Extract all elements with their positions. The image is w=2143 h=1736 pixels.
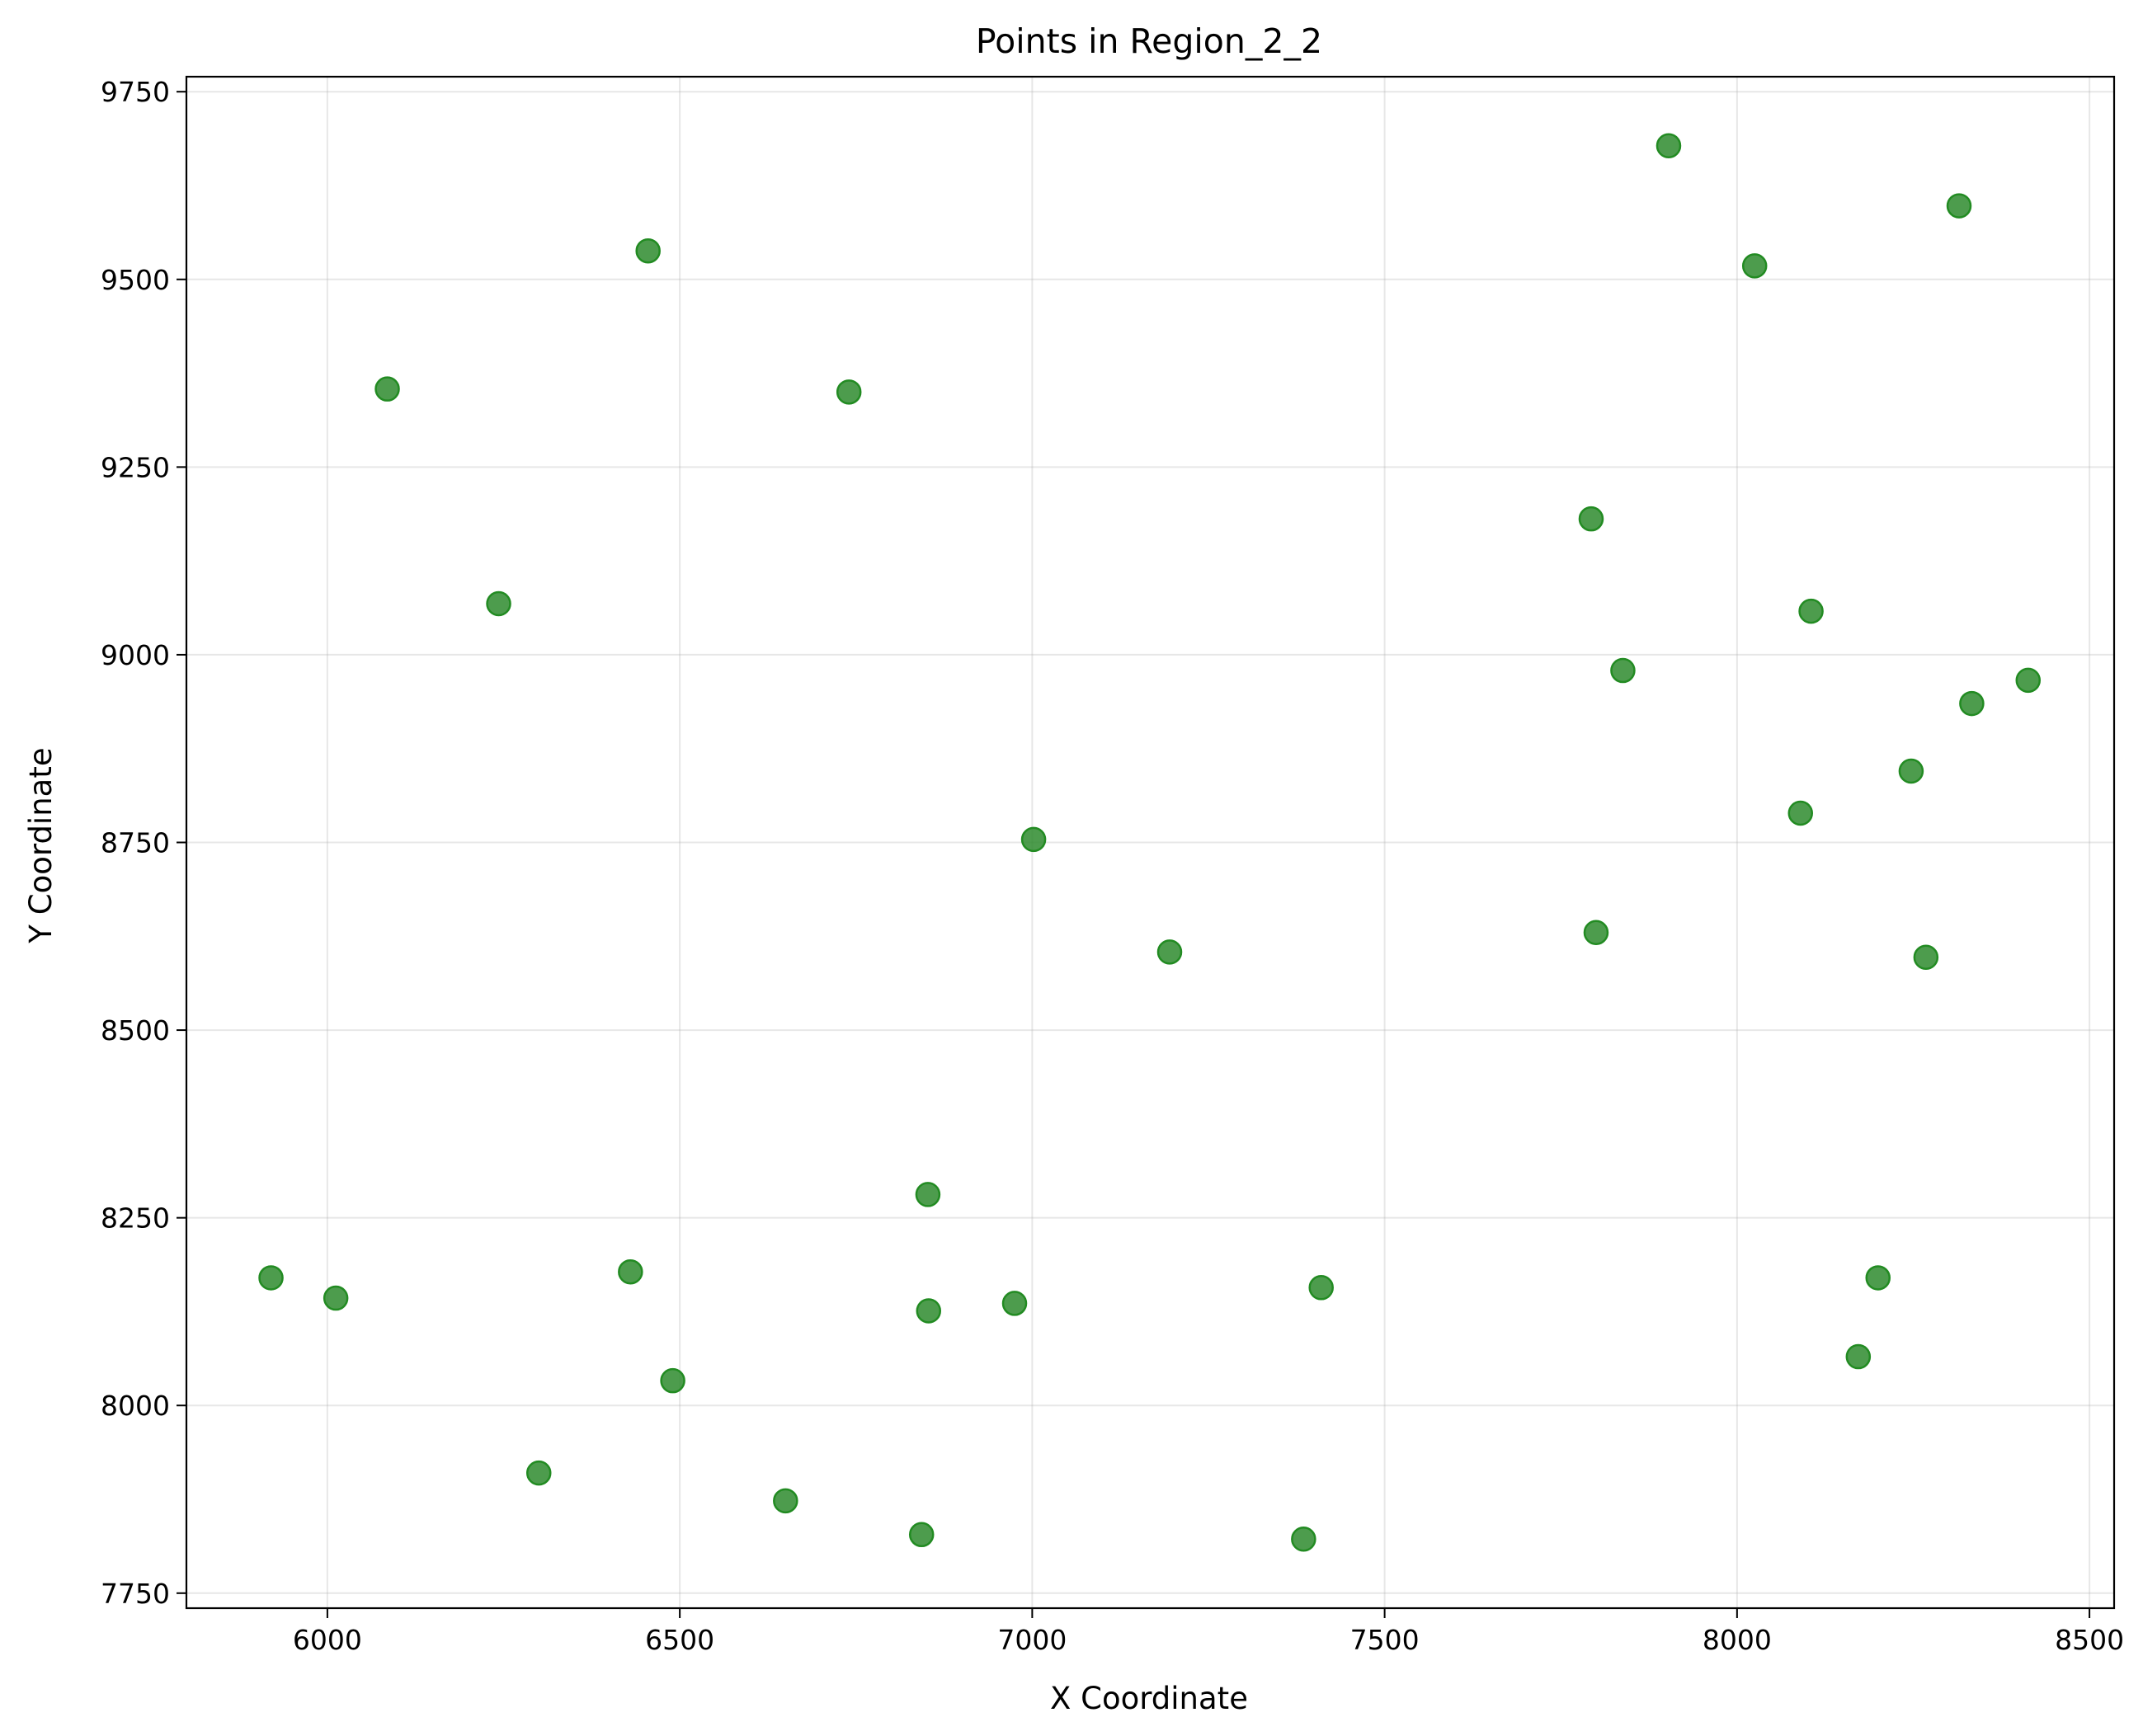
- scatter-point: [1020, 826, 1047, 853]
- scatter-point: [635, 238, 661, 264]
- x-tick-label: 8000: [1703, 1624, 1772, 1656]
- x-tick-label: 6000: [293, 1624, 362, 1656]
- scatter-point: [908, 1522, 935, 1548]
- grid-lines: [186, 77, 2114, 1608]
- scatter-point: [1845, 1343, 1872, 1370]
- scatter-point: [1308, 1275, 1334, 1301]
- y-tick-label: 8500: [101, 1014, 170, 1047]
- data-points: [258, 133, 2042, 1552]
- scatter-point: [374, 376, 400, 402]
- scatter-point: [525, 1460, 552, 1486]
- scatter-point: [1291, 1527, 1316, 1552]
- x-tick-label: 7000: [997, 1624, 1067, 1656]
- scatter-point: [773, 1488, 798, 1514]
- scatter-point: [1156, 939, 1183, 965]
- scatter-point: [258, 1265, 284, 1291]
- y-tick-label: 9000: [101, 639, 170, 671]
- scatter-point: [1898, 758, 1924, 784]
- scatter-point: [1583, 920, 1609, 945]
- x-axis-ticks: 6000 6500 7000 7500 8000 8500: [293, 1608, 2124, 1656]
- scatter-point: [2015, 667, 2042, 694]
- scatter-point: [1578, 506, 1604, 532]
- scatter-point: [1913, 944, 1939, 971]
- x-tick-label: 8500: [2055, 1624, 2124, 1656]
- y-axis-label: Y Coordinate: [23, 747, 59, 943]
- x-tick-label: 6500: [645, 1624, 714, 1656]
- scatter-point: [1610, 657, 1636, 684]
- scatter-point: [323, 1285, 349, 1311]
- scatter-point: [1741, 253, 1768, 279]
- x-tick-label: 7500: [1350, 1624, 1420, 1656]
- scatter-point: [660, 1367, 685, 1394]
- y-axis-ticks: 7750 8000 8250 8500 8750 9000 9250 9500 9750: [101, 76, 186, 1610]
- y-tick-label: 9750: [101, 76, 170, 108]
- scatter-point: [1798, 598, 1824, 624]
- x-axis-label: X Coordinate: [1050, 1681, 1248, 1716]
- scatter-point: [1656, 133, 1682, 158]
- y-tick-label: 8250: [101, 1202, 170, 1235]
- y-tick-label: 9500: [101, 264, 170, 296]
- scatter-point: [618, 1258, 643, 1285]
- scatter-point: [1001, 1291, 1028, 1316]
- scatter-point: [1959, 690, 1985, 717]
- chart-title: Points in Region_2_2: [976, 21, 1322, 61]
- scatter-point: [836, 379, 862, 405]
- scatter-point: [1865, 1265, 1891, 1291]
- scatter-point: [1787, 800, 1814, 826]
- scatter-point: [916, 1298, 942, 1324]
- scatter-point: [1946, 193, 1972, 219]
- y-tick-label: 7750: [101, 1578, 170, 1610]
- scatter-point: [486, 590, 511, 617]
- y-tick-label: 9250: [101, 451, 170, 483]
- y-tick-label: 8000: [101, 1390, 170, 1422]
- y-tick-label: 8750: [101, 827, 170, 859]
- scatter-point: [915, 1182, 941, 1207]
